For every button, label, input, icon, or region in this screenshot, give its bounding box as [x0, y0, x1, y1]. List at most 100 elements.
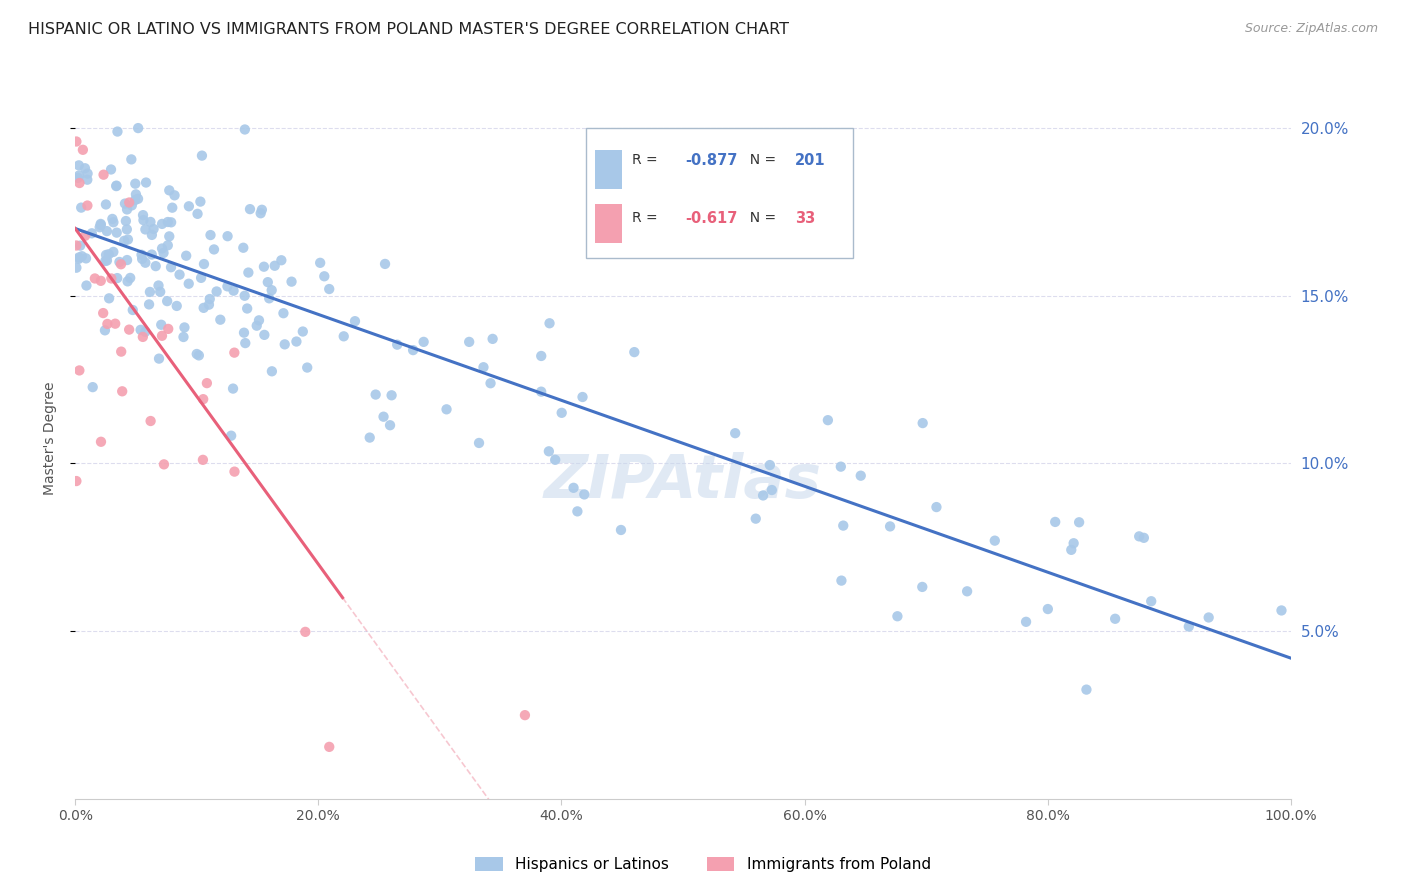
Point [190, 271, 212, 285]
Text: -0.877: -0.877 [685, 153, 738, 168]
Point [94, 248, 117, 262]
Point [131, 248, 153, 262]
Point [530, 384, 553, 399]
Point [1076, 682, 1098, 697]
Point [103, 244, 125, 259]
Point [571, 390, 593, 404]
Point [112, 234, 135, 248]
Point [96, 253, 118, 268]
Point [263, 259, 285, 273]
Point [115, 222, 138, 236]
Point [65, 135, 87, 149]
Point [110, 344, 132, 359]
Text: 201: 201 [794, 153, 825, 168]
Text: HISPANIC OR LATINO VS IMMIGRANTS FROM POLAND MASTER'S DEGREE CORRELATION CHART: HISPANIC OR LATINO VS IMMIGRANTS FROM PO… [28, 22, 789, 37]
Point [100, 271, 122, 285]
Point [101, 211, 124, 226]
Point [132, 213, 155, 227]
Point [82, 380, 104, 394]
Point [309, 256, 332, 270]
Point [172, 330, 194, 344]
Point [69, 176, 91, 190]
Point [156, 294, 179, 309]
Point [118, 195, 141, 210]
Point [83, 271, 105, 285]
Point [1140, 594, 1163, 608]
Point [134, 325, 156, 339]
Point [193, 392, 215, 407]
Point [236, 301, 259, 316]
Point [332, 329, 354, 343]
Point [80, 227, 103, 241]
Point [610, 523, 633, 537]
Point [233, 336, 256, 351]
Point [879, 519, 901, 533]
Point [190, 194, 212, 209]
Point [198, 298, 221, 312]
Point [849, 468, 872, 483]
Point [166, 299, 188, 313]
Point [886, 609, 908, 624]
Point [1060, 542, 1083, 557]
Point [145, 259, 167, 273]
Point [73, 161, 96, 176]
Point [260, 364, 283, 378]
Point [544, 452, 567, 467]
Point [76, 167, 98, 181]
Point [127, 121, 149, 136]
Point [94, 197, 117, 211]
Point [156, 215, 179, 229]
Point [90, 218, 112, 232]
Point [139, 285, 162, 299]
Point [233, 326, 256, 340]
Point [105, 271, 128, 285]
Point [724, 426, 747, 441]
Point [156, 238, 179, 252]
Point [186, 347, 208, 361]
Point [94, 323, 117, 337]
Point [162, 201, 184, 215]
Point [94, 254, 117, 268]
Point [1045, 515, 1067, 529]
Point [111, 384, 134, 399]
Point [550, 406, 572, 420]
Point [115, 202, 138, 217]
Text: N =: N = [741, 153, 780, 168]
Point [75, 278, 97, 293]
Point [217, 229, 239, 244]
Point [956, 584, 979, 599]
Point [141, 247, 163, 261]
Point [96, 224, 118, 238]
Point [67, 158, 90, 172]
Point [567, 504, 589, 518]
Point [117, 233, 139, 247]
Point [817, 413, 839, 427]
Point [202, 243, 225, 257]
Point [232, 241, 254, 255]
Point [107, 124, 129, 138]
Point [152, 246, 174, 260]
Point [169, 268, 191, 282]
Point [138, 297, 160, 311]
Point [209, 312, 232, 326]
Point [830, 574, 852, 588]
Point [90, 274, 112, 288]
Point [118, 323, 141, 337]
Point [173, 320, 195, 334]
Point [124, 193, 146, 207]
Point [65, 260, 87, 275]
Point [103, 215, 125, 229]
Point [318, 739, 340, 754]
Point [832, 518, 855, 533]
Point [191, 453, 214, 467]
Point [224, 345, 246, 359]
Point [148, 278, 170, 293]
Point [131, 252, 153, 266]
Point [374, 257, 396, 271]
Point [239, 202, 262, 216]
Point [187, 207, 209, 221]
Point [177, 277, 200, 291]
Point [378, 418, 401, 433]
Point [121, 303, 143, 318]
Point [359, 431, 381, 445]
